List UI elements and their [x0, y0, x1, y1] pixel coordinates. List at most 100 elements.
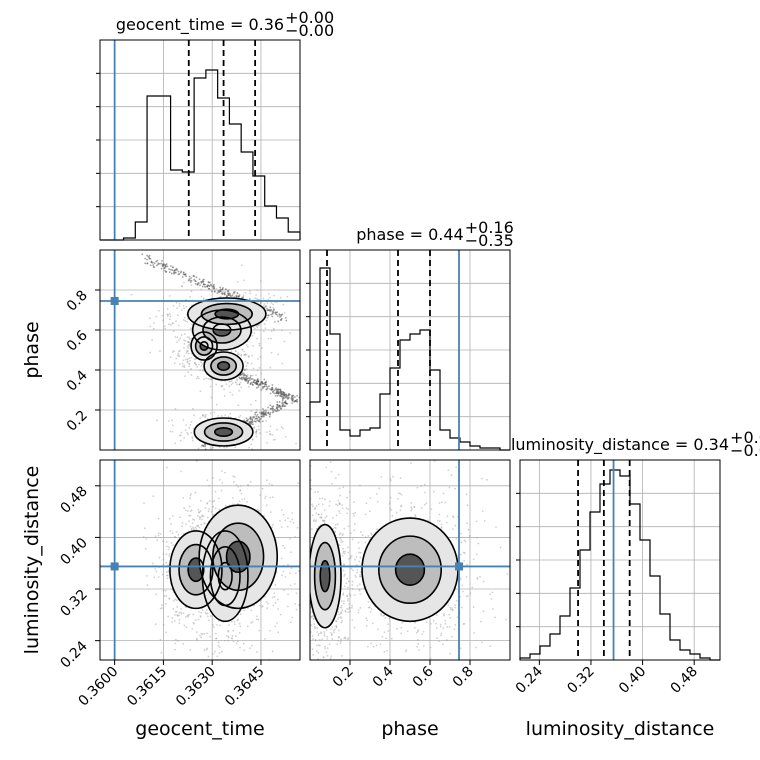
- sample-point: [449, 452, 451, 454]
- sample-point: [228, 624, 230, 627]
- sample-point: [249, 298, 251, 300]
- sample-point: [282, 513, 285, 516]
- sample-point: [286, 525, 289, 528]
- sample-point: [388, 502, 391, 505]
- sample-point: [187, 341, 190, 344]
- sample-point: [168, 271, 171, 273]
- sample-point: [187, 358, 189, 360]
- sample-point: [179, 516, 181, 519]
- sample-point: [213, 290, 216, 293]
- sample-point: [276, 401, 279, 403]
- sample-point: [242, 377, 245, 380]
- sample-point: [243, 609, 245, 612]
- sample-point: [187, 341, 189, 343]
- sample-point: [282, 303, 285, 306]
- sample-point: [199, 453, 201, 455]
- sample-point: [424, 483, 426, 486]
- sample-point: [263, 378, 266, 381]
- sample-point: [448, 613, 451, 616]
- sample-point: [199, 615, 202, 617]
- sample-point: [313, 519, 315, 521]
- sample-point: [316, 650, 318, 653]
- sample-point: [271, 650, 274, 653]
- sample-point: [195, 460, 198, 462]
- sample-point: [293, 583, 296, 585]
- sample-point: [202, 444, 205, 447]
- sample-point: [165, 571, 168, 573]
- sample-point: [236, 640, 239, 643]
- sample-point: [234, 350, 237, 353]
- sample-point: [188, 613, 191, 616]
- sample-point: [475, 553, 478, 556]
- sample-point: [351, 538, 354, 541]
- sample-point: [281, 313, 284, 316]
- sample-point: [410, 508, 413, 510]
- sample-point: [203, 632, 206, 635]
- sample-point: [183, 333, 186, 336]
- sample-point: [336, 643, 339, 646]
- sample-point: [425, 621, 428, 624]
- sample-point: [243, 279, 245, 282]
- sample-point: [201, 515, 204, 518]
- sample-point: [353, 501, 355, 504]
- sample-point: [463, 622, 466, 625]
- sample-point: [262, 297, 265, 300]
- sample-point: [307, 585, 309, 587]
- sample-point: [387, 623, 389, 626]
- sample-point: [317, 503, 320, 506]
- sample-point: [476, 578, 479, 580]
- sample-point: [307, 568, 309, 570]
- sample-point: [343, 600, 345, 603]
- sample-point: [257, 358, 259, 360]
- sample-point: [442, 643, 444, 646]
- sample-point: [269, 425, 272, 428]
- sample-point: [297, 482, 300, 484]
- sample-point: [175, 530, 178, 533]
- sample-point: [278, 405, 281, 407]
- sample-point: [438, 520, 441, 523]
- sample-point: [191, 522, 194, 525]
- sample-point: [269, 629, 271, 632]
- sample-point: [466, 594, 469, 597]
- sample-point: [220, 295, 222, 298]
- sample-point: [347, 597, 349, 600]
- sample-point: [317, 634, 320, 637]
- sample-point: [349, 556, 352, 558]
- sample-point: [161, 607, 163, 610]
- contour: [202, 316, 242, 344]
- sample-point: [476, 576, 479, 579]
- sample-point: [177, 640, 180, 642]
- sample-point: [221, 470, 223, 472]
- sample-point: [475, 646, 477, 649]
- sample-point: [358, 583, 361, 586]
- sample-point: [241, 706, 243, 708]
- sample-point: [244, 354, 246, 357]
- sample-point: [227, 639, 229, 642]
- sample-point: [206, 516, 209, 519]
- sample-point: [505, 618, 508, 621]
- sample-point: [378, 487, 381, 490]
- sample-point: [212, 477, 215, 479]
- sample-point: [340, 621, 343, 624]
- sample-point: [193, 414, 195, 417]
- sample-point: [315, 512, 318, 515]
- sample-point: [321, 503, 324, 506]
- sample-point: [177, 352, 179, 355]
- sample-point: [325, 629, 328, 631]
- sample-point: [272, 408, 274, 410]
- sample-point: [275, 387, 278, 390]
- sample-point: [171, 322, 174, 325]
- sample-point: [355, 576, 358, 578]
- sample-point: [241, 378, 243, 381]
- sample-point: [340, 541, 343, 544]
- sample-point: [266, 607, 269, 610]
- sample-point: [186, 361, 189, 364]
- sample-point: [209, 289, 212, 291]
- sample-point: [259, 604, 261, 607]
- sample-point: [206, 501, 209, 504]
- sample-point: [146, 575, 148, 577]
- sample-point: [276, 403, 278, 406]
- sample-point: [276, 598, 279, 601]
- sample-point: [387, 630, 390, 632]
- sample-point: [219, 624, 221, 627]
